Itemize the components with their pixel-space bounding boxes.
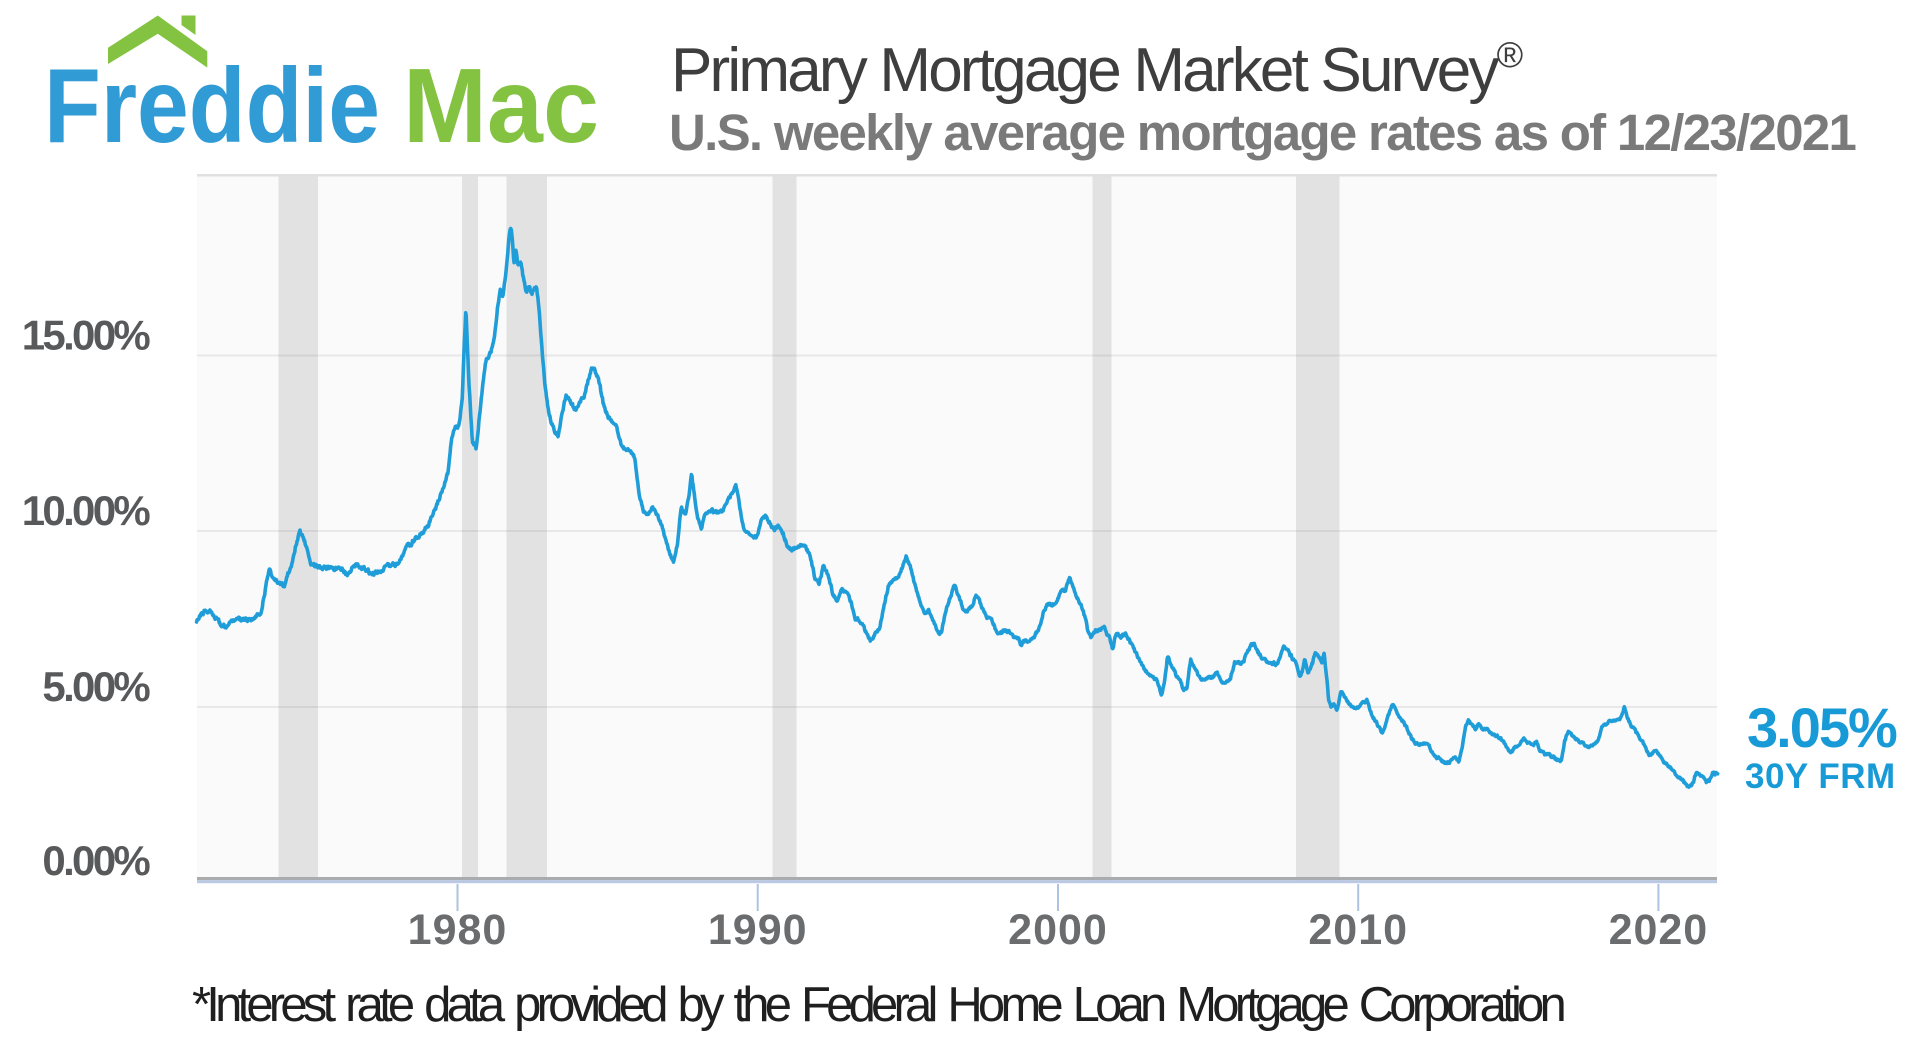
svg-text:2000: 2000 xyxy=(1008,906,1108,954)
svg-text:2020: 2020 xyxy=(1609,906,1709,954)
svg-text:2010: 2010 xyxy=(1308,906,1408,954)
svg-text:1990: 1990 xyxy=(708,906,808,954)
svg-text:0.00%: 0.00% xyxy=(42,837,150,884)
svg-text:1980: 1980 xyxy=(408,906,508,954)
svg-text:10.00%: 10.00% xyxy=(22,487,151,534)
svg-text:5.00%: 5.00% xyxy=(42,663,150,710)
svg-text:Freddie: Freddie xyxy=(44,47,380,165)
svg-text:15.00%: 15.00% xyxy=(22,312,151,359)
svg-text:Mac: Mac xyxy=(403,47,599,165)
